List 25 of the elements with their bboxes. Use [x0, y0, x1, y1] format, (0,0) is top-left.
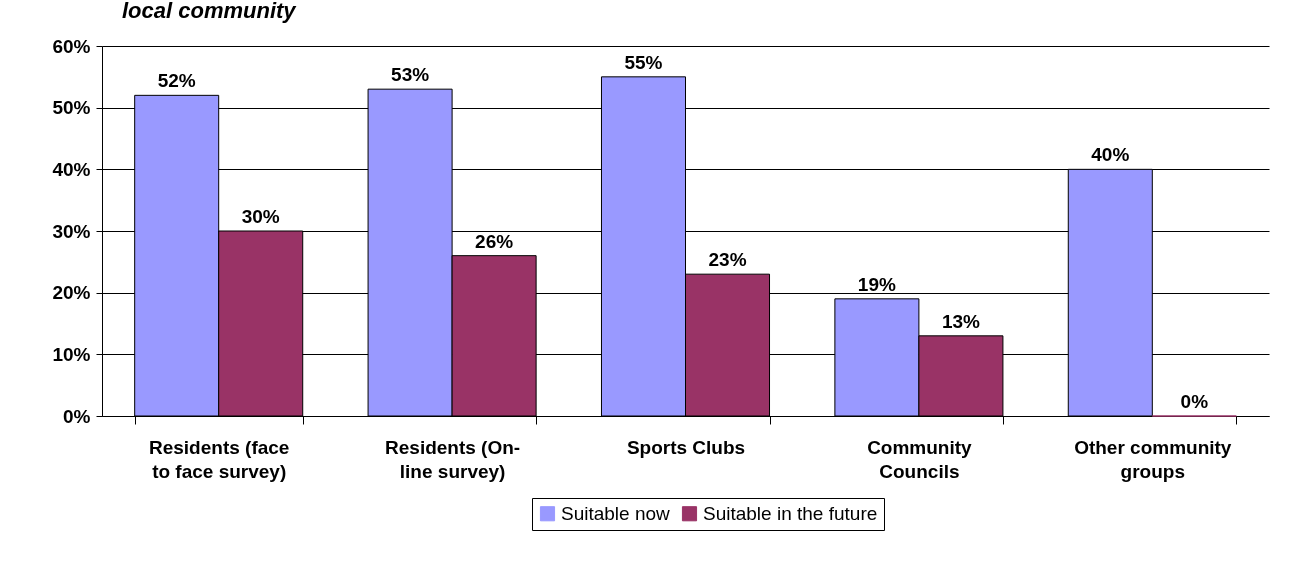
y-tick-label: 50%: [52, 97, 91, 119]
legend-label: Suitable in the future: [703, 502, 878, 524]
y-tick-label: 10%: [52, 343, 91, 365]
y-tick-label: 30%: [52, 220, 91, 242]
x-tick-label: Residents (face to face survey): [148, 436, 290, 482]
legend-label: Suitable now: [561, 502, 671, 524]
y-tick-label: 40%: [52, 158, 91, 180]
x-tick-label: Other community groups: [1074, 436, 1232, 482]
y-tick-label: 0%: [63, 405, 91, 427]
data-label: 13%: [941, 310, 981, 332]
x-tick-label: Residents (On-line survey): [385, 436, 521, 482]
y-tick-label: 20%: [52, 282, 91, 304]
x-tick-label: Sports Clubs: [626, 436, 746, 458]
data-label: 19%: [857, 273, 897, 295]
data-label: 53%: [391, 64, 430, 86]
y-tick-label: 60%: [52, 35, 91, 57]
data-label: 40%: [1091, 144, 1130, 166]
data-label: 0%: [1180, 391, 1209, 412]
data-label: 52%: [157, 70, 196, 92]
data-label: 26%: [475, 230, 514, 252]
data-label: 30%: [241, 206, 280, 227]
data-label: 23%: [708, 249, 747, 271]
data-label: 55%: [624, 51, 663, 73]
chart-title: local community: [122, 0, 298, 23]
x-tick-label: Community Councils: [867, 436, 973, 482]
